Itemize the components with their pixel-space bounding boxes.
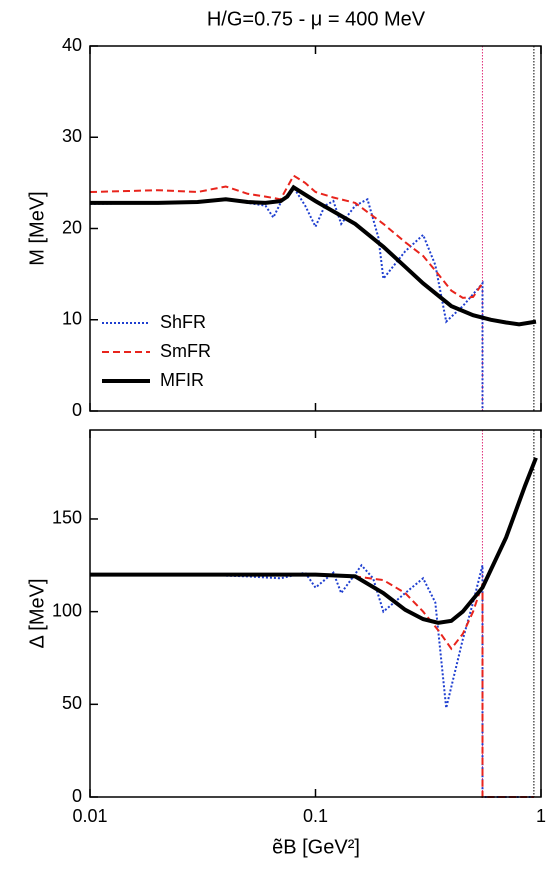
- legend-label: SmFR: [160, 341, 211, 361]
- y-tick-label: 10: [62, 309, 82, 329]
- series-line: [89, 174, 484, 299]
- x-tick-label: 0.01: [72, 806, 107, 826]
- y-tick-label: 0: [72, 400, 82, 420]
- plot-frame: [89, 45, 542, 412]
- series-line: [89, 185, 484, 411]
- y-tick-label: 50: [62, 693, 82, 713]
- y-tick-label: 0: [72, 786, 82, 806]
- x-tick-label: 0.1: [303, 806, 328, 826]
- series-line: [90, 184, 537, 327]
- series-line: [90, 563, 534, 798]
- chart-title: H/G=0.75 - μ = 400 MeV: [207, 8, 426, 30]
- legend-label: ShFR: [160, 312, 206, 332]
- y-tick-label: 20: [62, 217, 82, 237]
- x-tick-label: 1: [536, 806, 546, 826]
- y-tick-label: 150: [52, 508, 82, 528]
- plot-frame: [89, 429, 542, 798]
- y-tick-label: 100: [52, 600, 82, 620]
- y-tick-label: 40: [62, 35, 82, 55]
- y-axis-label: M [MeV]: [26, 191, 48, 265]
- legend-label: MFIR: [160, 370, 204, 390]
- y-tick-label: 30: [62, 126, 82, 146]
- y-axis-label: Δ [MeV]: [26, 578, 48, 648]
- series-line: [90, 457, 538, 625]
- x-axis-label: ẽB [GeV²]: [272, 836, 360, 858]
